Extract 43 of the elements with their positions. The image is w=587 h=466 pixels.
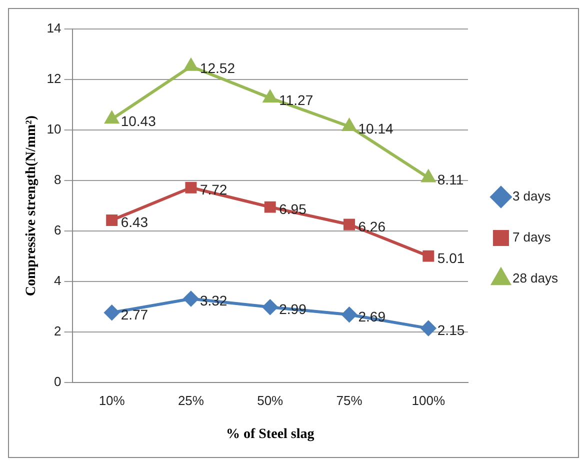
legend-label: 7 days	[512, 230, 552, 245]
y-tick-label: 0	[54, 374, 62, 390]
x-tick-label: 100%	[412, 392, 446, 408]
data-label: 6.26	[358, 218, 386, 234]
data-label: 11.27	[279, 92, 314, 108]
y-tick-label: 4	[54, 273, 62, 288]
point	[105, 112, 119, 124]
point	[342, 307, 357, 322]
x-tick-label: 75%	[336, 392, 363, 408]
x-tick-label: 50%	[257, 392, 284, 408]
y-tick-label: 14	[46, 20, 62, 36]
data-label: 8.11	[437, 172, 464, 188]
point	[422, 250, 434, 262]
legend-label: 3 days	[512, 188, 552, 204]
data-label: 12.52	[200, 60, 236, 76]
y-tick-label: 10	[46, 122, 62, 137]
point	[104, 305, 120, 320]
x-tick-label: 10%	[98, 392, 126, 408]
data-label: 6.43	[120, 214, 148, 230]
point	[184, 58, 198, 71]
x-axis-title: % of Steel slag	[226, 427, 314, 442]
point	[106, 214, 118, 226]
point	[264, 201, 276, 213]
point	[344, 218, 355, 230]
y-tick-label: 2	[54, 324, 62, 339]
point	[422, 170, 436, 182]
data-label: 10.14	[358, 120, 394, 136]
point	[185, 182, 197, 194]
y-axis-title: Compressive strength(N/mm²)	[24, 115, 40, 296]
y-tick-label: 12	[46, 71, 62, 86]
data-label: 10.43	[120, 113, 156, 130]
data-label: 2.77	[120, 306, 148, 322]
y-tick-label: 6	[54, 222, 62, 238]
x-tick-label: 25%	[178, 392, 204, 408]
data-label: 2.15	[437, 322, 465, 338]
legend-label: 28 days	[512, 270, 558, 286]
point	[183, 291, 198, 306]
point	[262, 300, 278, 315]
point	[263, 90, 277, 102]
y-tick-label: 8	[54, 172, 62, 188]
point	[342, 118, 356, 131]
data-label: 5.01	[437, 250, 465, 266]
point	[420, 320, 436, 336]
